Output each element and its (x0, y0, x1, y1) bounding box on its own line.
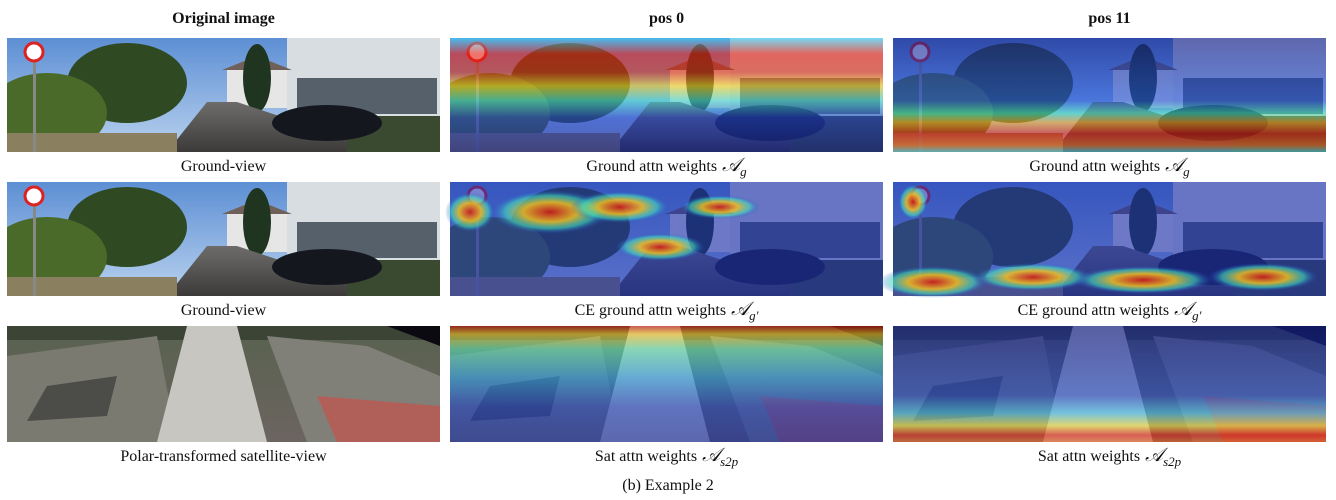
column-header: pos 11 (1088, 10, 1130, 27)
image-panel (430, 182, 883, 297)
heatmap-blob (615, 233, 705, 261)
heatmap-blob (680, 195, 760, 219)
caption-text: Sat attn weights (595, 448, 697, 465)
heatmap-blob (570, 191, 670, 223)
caption-text: Ground attn weights (1029, 158, 1160, 175)
caption-text: CE ground attn weights (1018, 302, 1170, 319)
heatmap-blob (1208, 263, 1318, 291)
math-subscript: g′ (749, 308, 759, 323)
panel-caption: Ground-view (181, 158, 267, 175)
panel-caption: Polar-transformed satellite-view (120, 448, 327, 465)
caption-text: Ground-view (181, 302, 267, 319)
column-header: Original image (172, 10, 275, 27)
image (0, 182, 440, 297)
image-panel (450, 326, 883, 442)
image-panel (0, 182, 440, 297)
caption-text: CE ground attn weights (575, 302, 727, 319)
heatmap-blob (445, 192, 495, 232)
heatmap (893, 38, 1326, 152)
image (7, 326, 440, 442)
heatmap-blob (1073, 266, 1213, 294)
heatmap (450, 38, 883, 152)
heatmap (450, 326, 883, 442)
figure: Original image pos 0 pos 11 Ground-view Grou… (0, 0, 1336, 500)
image-panel (873, 38, 1326, 153)
caption-text: Ground-view (181, 158, 267, 175)
math-subscript: s2p (1163, 454, 1182, 469)
math-subscript: g (740, 164, 747, 179)
math-subscript: g′ (1192, 308, 1202, 323)
caption-text: Sat attn weights (1038, 448, 1140, 465)
math-subscript: g (1183, 164, 1190, 179)
image-panel (7, 326, 440, 442)
math-subscript: s2p (720, 454, 739, 469)
caption-text: Ground attn weights (586, 158, 717, 175)
image-panel (0, 38, 440, 153)
image-panel (873, 182, 1326, 298)
image-panel (893, 326, 1326, 442)
figure-caption: (b) Example 2 (622, 477, 714, 494)
image (0, 38, 440, 153)
heatmap (893, 326, 1326, 442)
column-header: pos 0 (649, 10, 684, 27)
heatmap-blob (898, 184, 928, 220)
panel-caption: Ground-view (181, 302, 267, 319)
image-panel (430, 38, 883, 153)
caption-text: Polar-transformed satellite-view (120, 448, 327, 465)
heatmap-blob (878, 266, 988, 298)
